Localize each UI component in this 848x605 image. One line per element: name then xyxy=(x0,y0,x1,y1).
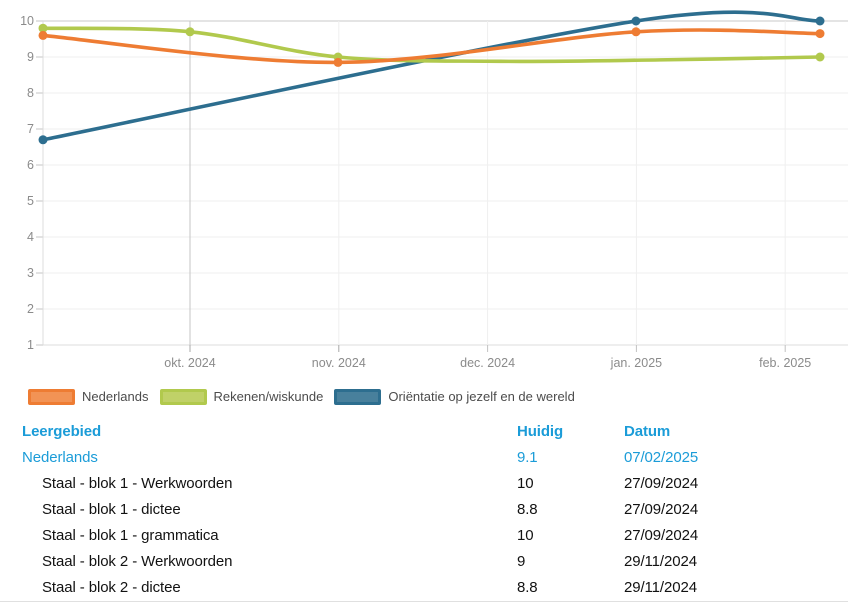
cell-datum: 29/11/2024 xyxy=(624,553,697,570)
legend-swatch xyxy=(28,389,75,405)
legend-label: Rekenen/wiskunde xyxy=(213,389,324,404)
cell-datum: 27/09/2024 xyxy=(624,475,699,492)
table-row: Staal - blok 1 - grammatica 10 27/09/2024 xyxy=(0,523,848,549)
cell-huidig: 10 xyxy=(517,527,534,544)
cell-datum: 29/11/2024 xyxy=(624,579,697,596)
grades-trend-line-chart: 1 2 3 4 5 6 7 8 9 10 okt. 2024 nov. 2024 dec. 2024 ja… xyxy=(20,10,848,370)
table-body: Nederlands 9.1 07/02/2025 Staal - blok 1 - … xyxy=(0,445,848,601)
table-row: Staal - blok 2 - dictee 8.8 29/11/2024 xyxy=(0,575,848,601)
cell-huidig: 10 xyxy=(517,475,534,492)
table-row: Nederlands 9.1 07/02/2025 xyxy=(0,445,848,471)
table-header-row: Leergebied Huidig Datum xyxy=(0,419,848,445)
axis-tick-label-y-10: 10 xyxy=(20,14,34,28)
axis-tick-label-y-7: 7 xyxy=(27,122,34,136)
axis-tick-label-y-4: 4 xyxy=(27,230,34,244)
table-row: Staal - blok 1 - dictee 8.8 27/09/2024 xyxy=(0,497,848,523)
axis-tick-label-x-3: jan. 2025 xyxy=(610,356,662,370)
table-row: Staal - blok 2 - Werkwoorden 9 29/11/2024 xyxy=(0,549,848,575)
axis-tick-label-y-6: 6 xyxy=(27,158,34,172)
axis-tick-label-y-8: 8 xyxy=(27,86,34,100)
cell-huidig: 9.1 xyxy=(517,449,538,466)
axis-tick-label-x-4: feb. 2025 xyxy=(759,356,811,370)
series-line xyxy=(41,28,822,65)
data-point-marker[interactable] xyxy=(185,27,195,37)
legend-label: Oriëntatie op jezelf en de wereld xyxy=(388,389,575,404)
table-row: Staal - blok 1 - Werkwoorden 10 27/09/2024 xyxy=(0,471,848,497)
grades-table: Leergebied Huidig Datum Nederlands 9.1 07/… xyxy=(0,419,848,602)
legend-swatch xyxy=(159,389,207,405)
cell-huidig: 8.8 xyxy=(517,579,538,596)
legend-item[interactable]: Rekenen/wiskunde xyxy=(159,389,324,405)
cell-huidig: 9 xyxy=(517,553,526,570)
series-line xyxy=(41,10,822,142)
cell-leergebied[interactable]: Nederlands xyxy=(22,449,98,466)
cell-leergebied: Staal - blok 1 - grammatica xyxy=(42,527,219,544)
axis-tick-label-y-2: 2 xyxy=(27,302,34,316)
cell-leergebied: Staal - blok 1 - Werkwoorden xyxy=(42,475,233,492)
data-point-marker[interactable] xyxy=(815,52,825,62)
cell-datum: 07/02/2025 xyxy=(624,449,699,466)
data-point-marker[interactable] xyxy=(815,29,825,39)
cell-leergebied: Staal - blok 1 - dictee xyxy=(42,501,181,518)
cell-datum: 27/09/2024 xyxy=(624,501,699,518)
chart-legend: Nederlands Rekenen/wiskunde Oriëntatie op … xyxy=(28,389,586,405)
data-point-marker[interactable] xyxy=(631,16,641,26)
axis-tick-label-y-1: 1 xyxy=(27,338,34,352)
data-point-marker[interactable] xyxy=(815,16,825,26)
data-point-marker[interactable] xyxy=(38,135,48,145)
legend-item[interactable]: Nederlands xyxy=(28,389,149,405)
cell-datum: 27/09/2024 xyxy=(624,527,699,544)
axis-tick-label-y-5: 5 xyxy=(27,194,34,208)
data-point-marker[interactable] xyxy=(333,57,343,67)
data-point-marker[interactable] xyxy=(38,30,48,40)
cell-leergebied: Staal - blok 2 - dictee xyxy=(42,579,181,596)
axis-tick-label-x-1: nov. 2024 xyxy=(312,356,366,370)
axis-tick-label-y-9: 9 xyxy=(27,50,34,64)
legend-item[interactable]: Oriëntatie op jezelf en de wereld xyxy=(334,389,575,405)
cell-huidig: 8.8 xyxy=(517,501,538,518)
series-line xyxy=(41,26,822,64)
data-point-marker[interactable] xyxy=(631,27,641,37)
axis-tick-label-x-0: okt. 2024 xyxy=(164,356,215,370)
cell-leergebied: Staal - blok 2 - Werkwoorden xyxy=(42,553,233,570)
axis-tick-label-y-3: 3 xyxy=(27,266,34,280)
data-point-marker[interactable] xyxy=(38,23,48,33)
column-header-huidig: Huidig xyxy=(517,423,564,440)
axis-tick-label-x-2: dec. 2024 xyxy=(460,356,515,370)
column-header-leergebied: Leergebied xyxy=(22,423,102,440)
column-header-datum: Datum xyxy=(624,423,671,440)
legend-label: Nederlands xyxy=(82,389,149,404)
legend-swatch xyxy=(334,389,382,405)
